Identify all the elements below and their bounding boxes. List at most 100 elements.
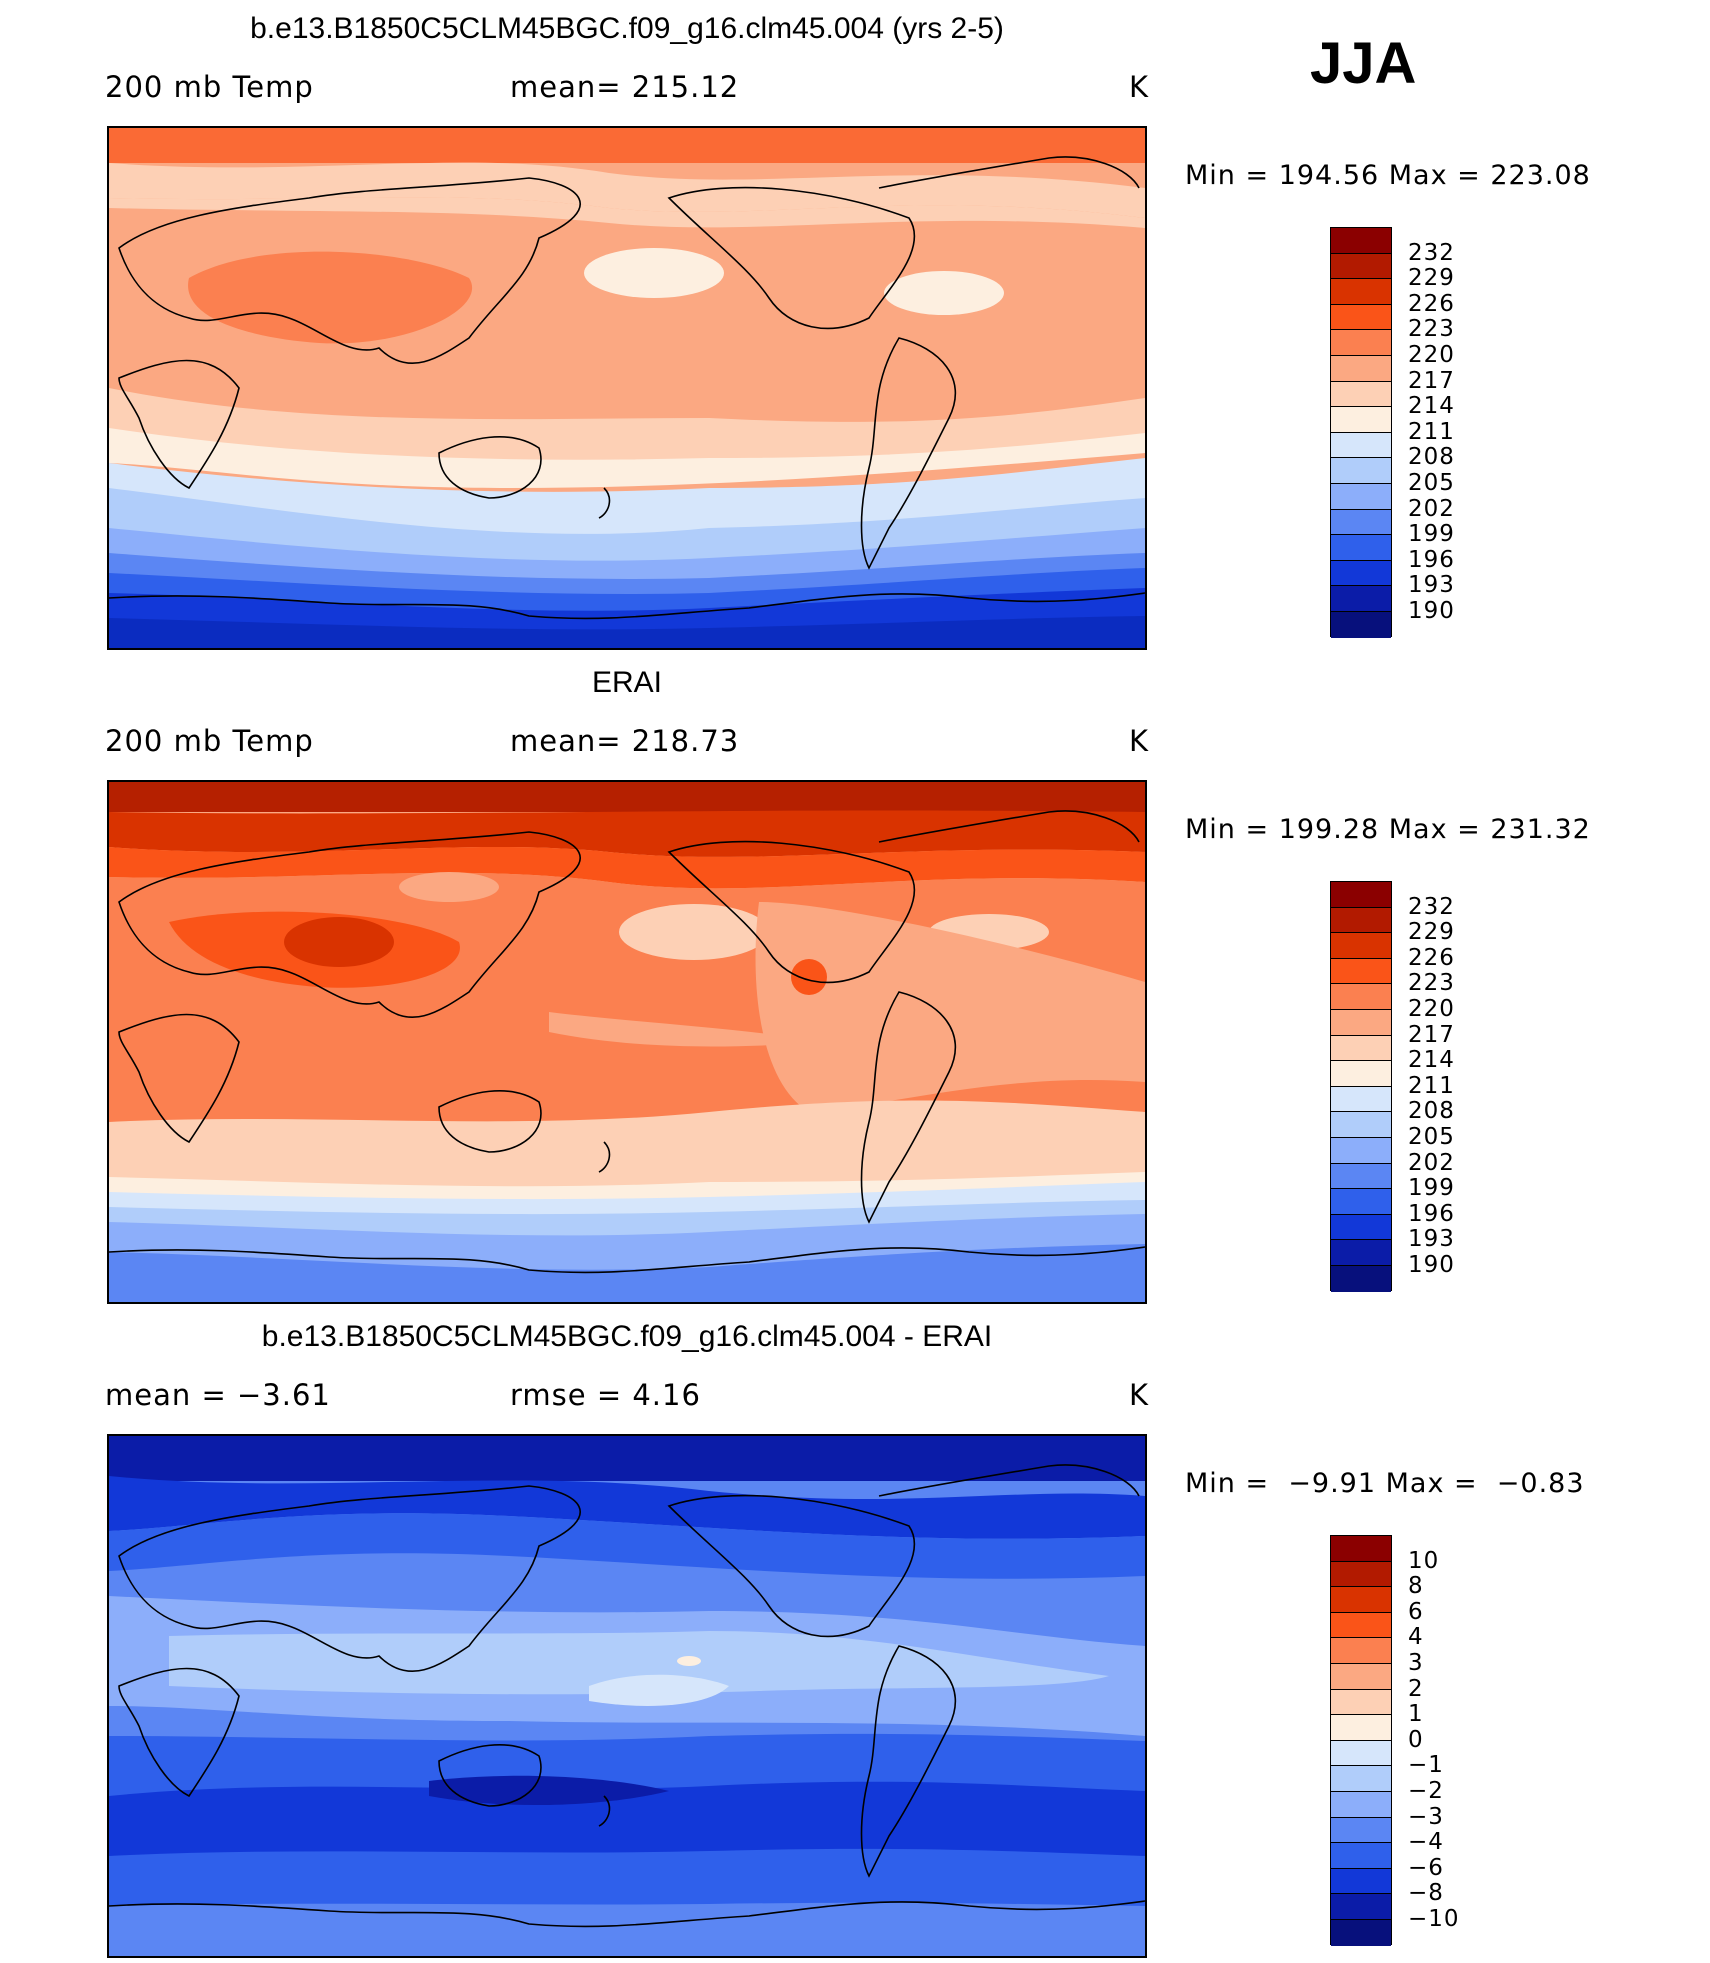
panel-title: b.e13.B1850C5CLM45BGC.f09_g16.clm45.004 … (250, 12, 1004, 45)
colorbar-segment (1331, 933, 1391, 959)
colorbar-tick-label: 211 (1408, 1072, 1455, 1099)
colorbar-tick-label: −4 (1408, 1829, 1444, 1856)
colorbar-tick-label: 0 (1408, 1726, 1424, 1753)
colorbar-segment (1331, 1817, 1391, 1844)
panel-erai: ERAI 200 mb Temp mean= 218.73 K (0, 654, 1710, 1309)
minmax-label: Min = 194.56 Max = 223.08 (1185, 160, 1591, 191)
colorbar-tick-label: −3 (1408, 1803, 1444, 1830)
colorbar-tick-label: 205 (1408, 1124, 1455, 1150)
colorbar-segment (1331, 1740, 1391, 1767)
colorbar-tick-label: 190 (1408, 1252, 1455, 1278)
mean-label: mean= 215.12 (510, 70, 740, 104)
season-label: JJA (1310, 31, 1417, 96)
colorbar-segment (1331, 1137, 1391, 1164)
colorbar-segment (1331, 509, 1391, 536)
colorbar-segment (1331, 1189, 1391, 1215)
colorbar-segment (1331, 381, 1391, 408)
colorbar-segment (1331, 1163, 1391, 1190)
colorbar-segment (1331, 1086, 1391, 1113)
colorbar-tick-label: 10 (1408, 1547, 1440, 1574)
colorbar-segment (1331, 1009, 1391, 1036)
panel-title: b.e13.B1850C5CLM45BGC.f09_g16.clm45.004 … (261, 1320, 993, 1353)
colorbar-tick-label: 3 (1408, 1650, 1424, 1676)
colorbar-tick-label: 199 (1408, 521, 1455, 548)
units-label: K (1129, 70, 1150, 104)
colorbar-segment (1331, 1035, 1391, 1062)
map-model (107, 126, 1147, 650)
colorbar-segment (1331, 984, 1391, 1010)
colorbar-segment (1331, 1663, 1391, 1690)
colorbar-segment (1331, 560, 1391, 587)
colorbar-tick-label: 226 (1408, 944, 1455, 971)
colorbar-tick-label: 211 (1408, 418, 1455, 445)
colorbar-segment (1331, 1766, 1391, 1792)
colorbar-tick-label: −8 (1408, 1880, 1444, 1907)
colorbar-segment (1331, 1587, 1391, 1613)
colorbar-tick-label: 196 (1408, 1200, 1455, 1227)
colorbar-segment (1331, 1638, 1391, 1664)
colorbar-tick-label: 223 (1408, 970, 1455, 997)
colorbar-tick-label: 6 (1408, 1598, 1424, 1625)
panel-model: b.e13.B1850C5CLM45BGC.f09_g16.clm45.004 … (0, 0, 1710, 655)
colorbar-tick-label: 214 (1408, 393, 1455, 420)
colorbar-tick-label: 193 (1408, 1226, 1455, 1253)
colorbar-segment (1331, 483, 1391, 510)
colorbar-box (1330, 1535, 1392, 1946)
minmax-label: Min = 199.28 Max = 231.32 (1185, 814, 1591, 845)
map-field (109, 1436, 1145, 1956)
colorbar-segment (1331, 1843, 1391, 1869)
colorbar-segment (1331, 1612, 1391, 1639)
colorbar-tick-label: 205 (1408, 470, 1455, 496)
colorbar-segment (1331, 1791, 1391, 1818)
colorbar-segment (1331, 1240, 1391, 1266)
colorbar-segment (1331, 586, 1391, 612)
colorbar-segment (1331, 1894, 1391, 1920)
colorbar-segment (1331, 882, 1391, 908)
map-field (109, 782, 1145, 1302)
colorbar-tick-label: 4 (1408, 1624, 1424, 1651)
colorbar-segment (1331, 611, 1391, 638)
variable-label: 200 mb Temp (105, 724, 314, 758)
colorbar-segment (1331, 958, 1391, 985)
panel-difference: b.e13.B1850C5CLM45BGC.f09_g16.clm45.004 … (0, 1308, 1710, 1963)
colorbar-segment (1331, 1061, 1391, 1087)
colorbar-tick-label: 199 (1408, 1175, 1455, 1202)
colorbar-segment (1331, 228, 1391, 254)
colorbar-tick-label: 1 (1408, 1701, 1424, 1728)
colorbar-segment (1331, 407, 1391, 433)
colorbar-segment (1331, 907, 1391, 934)
colorbar-tick-label: 196 (1408, 546, 1455, 573)
colorbar-tick-label: 2 (1408, 1675, 1424, 1702)
colorbar-segment (1331, 458, 1391, 484)
colorbar-segment (1331, 330, 1391, 356)
colorbar-tick-label: 8 (1408, 1573, 1424, 1600)
minmax-label: Min = −9.91 Max = −0.83 (1185, 1468, 1585, 1499)
mean-label: mean= 218.73 (510, 724, 740, 758)
colorbar-segment (1331, 535, 1391, 561)
colorbar-segment (1331, 304, 1391, 331)
colorbar-box (1330, 227, 1392, 638)
colorbar-tick-label: −10 (1408, 1906, 1460, 1932)
colorbar-tick-label: 208 (1408, 444, 1455, 471)
colorbar-tick-label: 232 (1408, 239, 1455, 266)
colorbar-segment (1331, 1214, 1391, 1241)
colorbar-tick-label: 226 (1408, 290, 1455, 317)
colorbar-tick-label: 220 (1408, 342, 1455, 368)
rmse-label: rmse = 4.16 (510, 1378, 701, 1412)
panel-title: ERAI (591, 666, 663, 699)
colorbar-segment (1331, 279, 1391, 305)
colorbar-tick-label: 190 (1408, 598, 1455, 624)
colorbar-tick-label: 217 (1408, 1021, 1455, 1048)
colorbar-tick-label: 217 (1408, 367, 1455, 394)
colorbar-segment (1331, 1536, 1391, 1562)
colorbar-tick-label: 223 (1408, 316, 1455, 343)
map-difference (107, 1434, 1147, 1958)
map-erai (107, 780, 1147, 1304)
mean-label: mean = −3.61 (105, 1378, 331, 1412)
colorbar-tick-label: 220 (1408, 996, 1455, 1022)
colorbar-segment (1331, 1868, 1391, 1895)
colorbar-segment (1331, 355, 1391, 382)
colorbar-segment (1331, 1112, 1391, 1138)
variable-label: 200 mb Temp (105, 70, 314, 104)
map-field (109, 128, 1145, 648)
